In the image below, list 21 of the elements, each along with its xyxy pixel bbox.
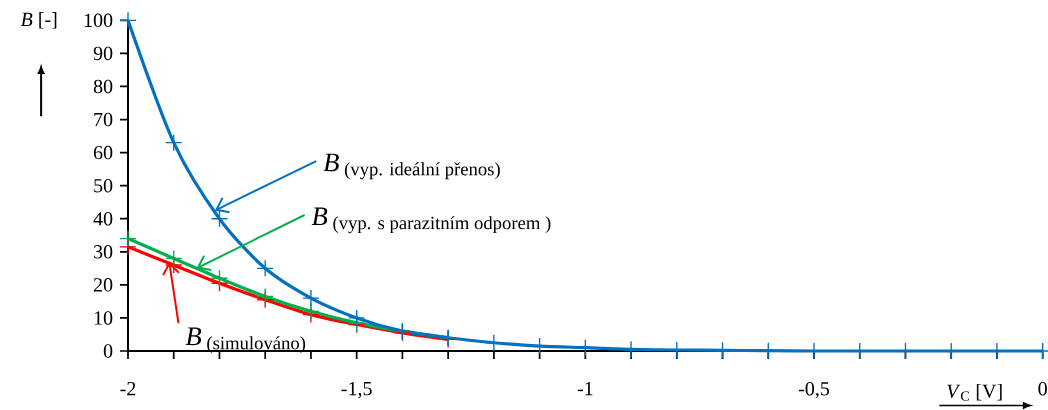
y-tick-label: 0 [103, 344, 113, 358]
annotation: $\textit{B}_{\text{ (vyp. s parazitním odporem )}}$ [311, 207, 551, 234]
annotation: $\textit{B}_{\text{ (vyp. ideální přenos)}}$ [323, 153, 500, 180]
y-tick-label: 100 [84, 13, 113, 28]
x-tick-label: -2 [120, 381, 136, 396]
x-axis-title: V$_{C}$ [V] [947, 383, 1002, 401]
annotation: $\textit{B}_{\text{ (simulováno)}}$ [185, 327, 306, 354]
y-tick-label: 50 [94, 178, 113, 193]
y-tick-label: 60 [93, 145, 113, 160]
x-tick-label: 0 [1038, 381, 1047, 396]
x-tick-label: -0,5 [798, 381, 830, 399]
y-tick-label: 40 [93, 211, 113, 226]
y-tick-label: 20 [93, 278, 113, 292]
y-axis-title: B [-] [20, 12, 57, 29]
x-tick-label: -1 [577, 381, 593, 396]
x-tick-label: -1,5 [341, 381, 372, 399]
y-tick-label: 10 [94, 311, 113, 325]
y-tick-label: 90 [93, 46, 113, 61]
y-tick-label: 30 [94, 245, 113, 259]
y-tick-label: 80 [93, 79, 113, 94]
y-tick-label: 70 [94, 112, 113, 127]
